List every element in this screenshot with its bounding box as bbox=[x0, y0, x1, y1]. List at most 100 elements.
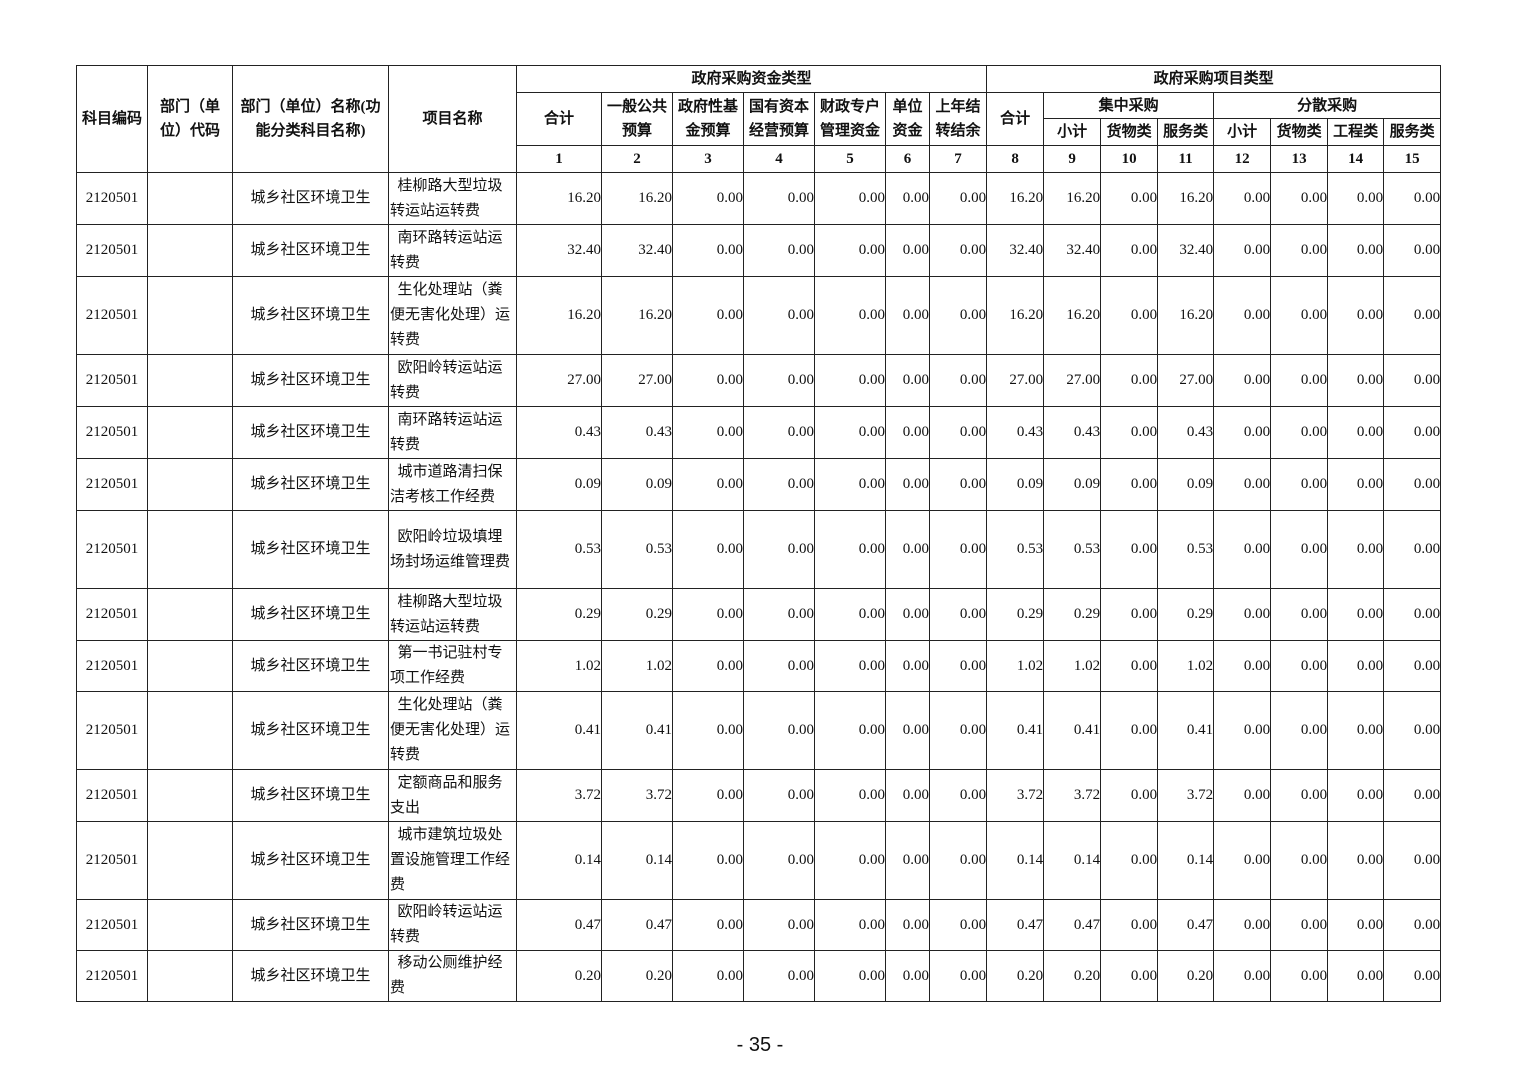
subject-code: 2120501 bbox=[76, 950, 148, 1002]
dept-name: 城乡社区环境卫生 bbox=[232, 406, 389, 459]
dept-code bbox=[147, 224, 233, 277]
value-cell: 27.00 bbox=[1043, 354, 1102, 407]
project-name: 桂柳路大型垃圾转运站运转费 bbox=[388, 588, 517, 641]
value-cell: 0.00 bbox=[1327, 276, 1385, 355]
value-cell: 0.09 bbox=[601, 458, 673, 511]
value-cell: 0.00 bbox=[672, 406, 744, 459]
header-dept-code: 部门（单位）代码 bbox=[147, 65, 233, 173]
value-cell: 32.40 bbox=[1043, 224, 1102, 277]
value-cell: 0.00 bbox=[814, 588, 886, 641]
value-cell: 0.47 bbox=[1157, 899, 1215, 951]
value-cell: 16.20 bbox=[1157, 276, 1215, 355]
value-cell: 0.00 bbox=[1383, 588, 1442, 641]
project-name: 移动公厕维护经费 bbox=[388, 950, 517, 1002]
value-cell: 3.72 bbox=[1157, 769, 1215, 822]
value-cell: 0.00 bbox=[1100, 899, 1159, 951]
value-cell: 0.41 bbox=[1157, 691, 1215, 770]
header-dispersed-col: 小计 bbox=[1213, 118, 1272, 146]
value-cell: 0.20 bbox=[1157, 950, 1215, 1002]
header-column-number: 5 bbox=[814, 145, 886, 173]
value-cell: 0.29 bbox=[1157, 588, 1215, 641]
value-cell: 0.41 bbox=[1043, 691, 1102, 770]
value-cell: 0.00 bbox=[1327, 588, 1385, 641]
table-row: 2120501 城乡社区环境卫生 欧阳岭转运站运转费 0.47 0.47 0.00 0.00… bbox=[76, 899, 1442, 951]
value-cell: 0.00 bbox=[1213, 691, 1272, 770]
value-cell: 0.00 bbox=[1327, 769, 1385, 822]
value-cell: 0.00 bbox=[928, 458, 988, 511]
value-cell: 0.00 bbox=[885, 354, 930, 407]
value-cell: 0.29 bbox=[1043, 588, 1102, 641]
project-name: 桂柳路大型垃圾转运站运转费 bbox=[388, 172, 517, 225]
value-cell: 0.00 bbox=[1270, 406, 1329, 459]
dept-name: 城乡社区环境卫生 bbox=[232, 691, 389, 770]
value-cell: 0.53 bbox=[601, 510, 673, 589]
value-cell: 0.00 bbox=[743, 510, 815, 589]
value-cell: 32.40 bbox=[1157, 224, 1215, 277]
value-cell: 0.00 bbox=[672, 950, 744, 1002]
value-cell: 0.00 bbox=[814, 354, 886, 407]
dept-code bbox=[147, 769, 233, 822]
value-cell: 0.00 bbox=[928, 354, 988, 407]
value-cell: 0.29 bbox=[986, 588, 1045, 641]
value-cell: 0.00 bbox=[1327, 354, 1385, 407]
project-name: 第一书记驻村专项工作经费 bbox=[388, 640, 517, 692]
value-cell: 0.00 bbox=[1327, 821, 1385, 900]
header-project: 项目名称 bbox=[388, 65, 517, 173]
value-cell: 0.29 bbox=[516, 588, 602, 641]
value-cell: 0.00 bbox=[1100, 950, 1159, 1002]
value-cell: 0.00 bbox=[743, 821, 815, 900]
value-cell: 0.00 bbox=[885, 769, 930, 822]
value-cell: 0.41 bbox=[601, 691, 673, 770]
value-cell: 0.47 bbox=[516, 899, 602, 951]
value-cell: 0.00 bbox=[1270, 691, 1329, 770]
value-cell: 0.00 bbox=[743, 769, 815, 822]
value-cell: 0.29 bbox=[601, 588, 673, 641]
table-row: 2120501 城乡社区环境卫生 桂柳路大型垃圾转运站运转费 0.29 0.29 0.00… bbox=[76, 588, 1442, 641]
value-cell: 0.00 bbox=[1327, 691, 1385, 770]
header-column-number: 14 bbox=[1327, 145, 1385, 173]
value-cell: 0.00 bbox=[1270, 510, 1329, 589]
value-cell: 0.00 bbox=[672, 588, 744, 641]
project-name: 生化处理站（粪便无害化处理）运转费 bbox=[388, 691, 517, 770]
value-cell: 0.47 bbox=[986, 899, 1045, 951]
dept-name: 城乡社区环境卫生 bbox=[232, 276, 389, 355]
dept-code bbox=[147, 691, 233, 770]
dept-name: 城乡社区环境卫生 bbox=[232, 821, 389, 900]
value-cell: 0.00 bbox=[1270, 769, 1329, 822]
value-cell: 0.00 bbox=[743, 276, 815, 355]
header-column-number: 6 bbox=[885, 145, 930, 173]
header-column-number: 8 bbox=[986, 145, 1045, 173]
value-cell: 0.00 bbox=[885, 510, 930, 589]
value-cell: 0.00 bbox=[1327, 406, 1385, 459]
value-cell: 16.20 bbox=[1157, 172, 1215, 225]
value-cell: 0.00 bbox=[1213, 640, 1272, 692]
value-cell: 0.00 bbox=[814, 458, 886, 511]
value-cell: 0.00 bbox=[1270, 899, 1329, 951]
header-fund-col: 单位资金 bbox=[885, 92, 930, 146]
value-cell: 1.02 bbox=[516, 640, 602, 692]
project-name: 欧阳岭转运站运转费 bbox=[388, 354, 517, 407]
header-dispersed-col: 货物类 bbox=[1270, 118, 1329, 146]
value-cell: 0.00 bbox=[814, 224, 886, 277]
project-name: 定额商品和服务支出 bbox=[388, 769, 517, 822]
table-row: 2120501 城乡社区环境卫生 移动公厕维护经费 0.20 0.20 0.00 0.00 0… bbox=[76, 950, 1442, 1002]
subject-code: 2120501 bbox=[76, 640, 148, 692]
value-cell: 0.00 bbox=[1100, 510, 1159, 589]
header-item-total: 合计 bbox=[986, 92, 1045, 146]
value-cell: 0.00 bbox=[814, 276, 886, 355]
header-fund-total: 合计 bbox=[516, 92, 602, 146]
table-row: 2120501 城乡社区环境卫生 城市道路清扫保洁考核工作经费 0.09 0.09 0.0… bbox=[76, 458, 1442, 511]
value-cell: 0.00 bbox=[1100, 224, 1159, 277]
value-cell: 0.00 bbox=[1213, 510, 1272, 589]
value-cell: 16.20 bbox=[516, 276, 602, 355]
value-cell: 0.00 bbox=[1100, 406, 1159, 459]
value-cell: 0.00 bbox=[1270, 821, 1329, 900]
value-cell: 0.00 bbox=[743, 691, 815, 770]
header-column-number: 11 bbox=[1157, 145, 1215, 173]
table-row: 2120501 城乡社区环境卫生 南环路转运站运转费 32.40 32.40 0.00 0.… bbox=[76, 224, 1442, 277]
dept-name: 城乡社区环境卫生 bbox=[232, 510, 389, 589]
dept-name: 城乡社区环境卫生 bbox=[232, 458, 389, 511]
value-cell: 3.72 bbox=[601, 769, 673, 822]
table-row: 2120501 城乡社区环境卫生 定额商品和服务支出 3.72 3.72 0.00 0.00… bbox=[76, 769, 1442, 822]
subject-code: 2120501 bbox=[76, 406, 148, 459]
